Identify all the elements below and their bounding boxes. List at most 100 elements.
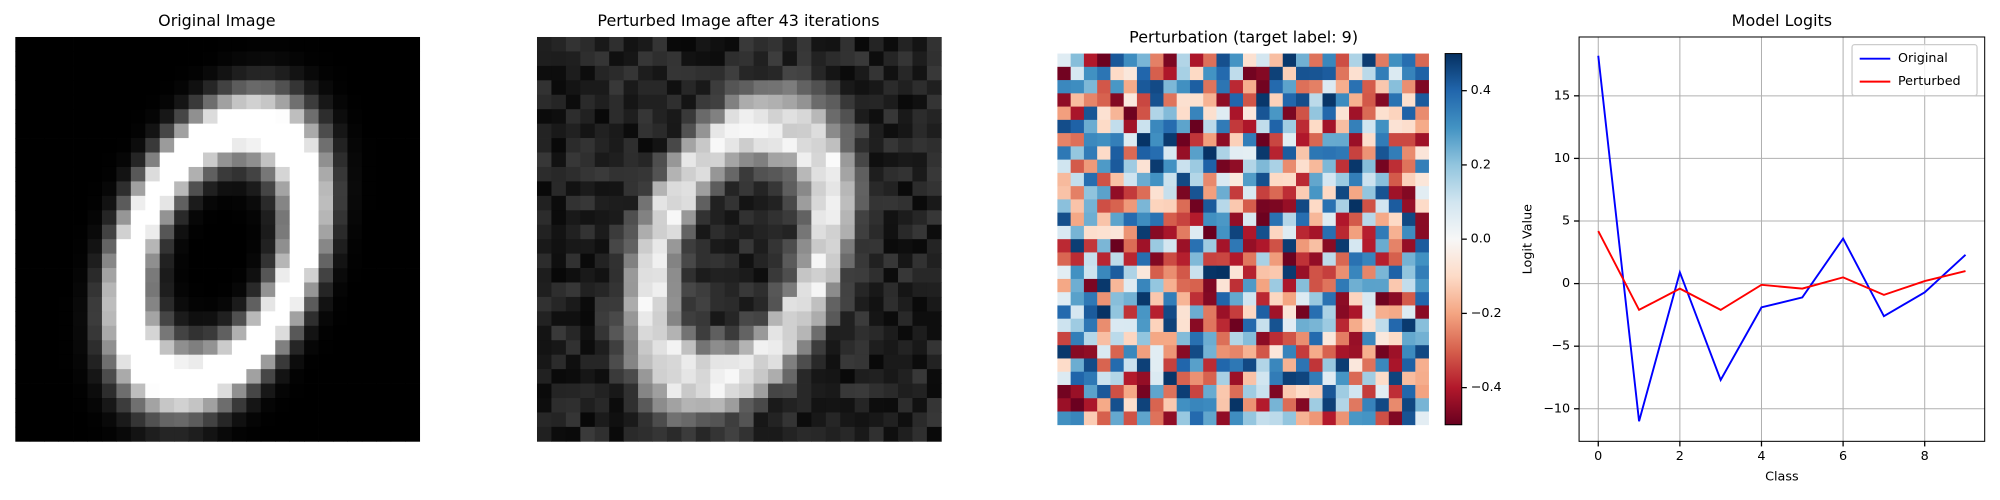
pixel bbox=[768, 94, 783, 110]
pixel bbox=[361, 123, 377, 139]
pixel bbox=[883, 239, 899, 254]
pixel bbox=[623, 109, 639, 125]
pixel bbox=[246, 166, 262, 182]
pixel bbox=[1322, 371, 1337, 386]
pixel bbox=[1349, 239, 1363, 253]
pixel bbox=[739, 36, 754, 52]
pixel bbox=[116, 65, 132, 81]
pixel bbox=[188, 239, 204, 254]
pixel bbox=[376, 123, 392, 139]
pixel bbox=[203, 138, 218, 153]
pixel bbox=[1309, 225, 1323, 240]
pixel bbox=[1110, 159, 1125, 174]
pixel bbox=[304, 36, 319, 52]
legend-label: Original bbox=[1898, 51, 1948, 66]
pixel bbox=[1282, 292, 1297, 306]
pixel bbox=[15, 181, 31, 197]
pixel bbox=[159, 369, 175, 384]
pixel bbox=[1309, 278, 1323, 293]
pixel bbox=[73, 36, 88, 52]
pixel bbox=[332, 253, 348, 269]
pixel bbox=[101, 311, 117, 327]
pixel bbox=[405, 268, 421, 283]
pixel bbox=[1242, 106, 1257, 121]
pixel bbox=[87, 296, 103, 312]
pixel bbox=[130, 36, 146, 52]
pixel bbox=[246, 398, 262, 413]
pixel bbox=[1375, 305, 1390, 320]
pixel bbox=[1097, 318, 1111, 333]
pixel bbox=[1070, 371, 1085, 386]
pixel bbox=[1136, 106, 1151, 121]
pixel bbox=[1136, 133, 1151, 147]
pixel bbox=[101, 36, 117, 52]
pixel bbox=[825, 412, 841, 428]
pixel bbox=[811, 80, 827, 96]
pixel bbox=[1216, 358, 1231, 373]
pixel bbox=[361, 224, 377, 240]
pixel bbox=[840, 36, 856, 52]
pixel bbox=[405, 210, 421, 226]
pixel bbox=[1362, 358, 1376, 373]
pixel bbox=[332, 123, 348, 139]
pixel bbox=[782, 152, 798, 168]
pixel bbox=[1322, 345, 1337, 359]
pixel bbox=[695, 166, 711, 182]
pixel bbox=[609, 412, 625, 428]
pixel bbox=[912, 369, 928, 384]
pixel bbox=[1097, 398, 1111, 412]
pixel bbox=[1322, 212, 1337, 227]
pixel bbox=[332, 268, 348, 283]
pixel bbox=[332, 51, 348, 67]
pixel bbox=[869, 109, 884, 125]
pixel bbox=[1335, 53, 1350, 68]
pixel bbox=[347, 109, 363, 125]
pixel bbox=[1176, 66, 1191, 81]
pixel bbox=[1083, 358, 1098, 373]
pixel bbox=[145, 239, 161, 254]
pixel bbox=[565, 36, 581, 52]
pixel bbox=[840, 181, 856, 197]
pixel bbox=[609, 152, 625, 168]
pixel bbox=[246, 80, 262, 96]
pixel bbox=[565, 94, 581, 110]
pixel bbox=[130, 426, 146, 442]
pixel bbox=[405, 94, 421, 110]
pixel bbox=[231, 210, 247, 226]
pixel bbox=[638, 109, 653, 125]
pixel bbox=[15, 268, 31, 283]
pixel bbox=[203, 412, 218, 428]
pixel bbox=[768, 65, 783, 81]
pixel bbox=[536, 210, 552, 226]
pixel bbox=[594, 51, 610, 67]
pixel bbox=[390, 51, 406, 67]
pixel bbox=[782, 398, 798, 413]
pixel bbox=[1176, 358, 1191, 373]
pixel bbox=[1402, 278, 1416, 293]
pixel bbox=[898, 195, 913, 211]
pixel bbox=[1123, 384, 1138, 399]
pixel bbox=[796, 426, 812, 442]
pixel bbox=[551, 166, 567, 182]
pixel bbox=[203, 296, 218, 312]
pixel bbox=[869, 354, 884, 370]
pixel bbox=[1309, 172, 1323, 187]
pixel bbox=[1375, 278, 1390, 293]
pixel bbox=[1097, 225, 1111, 240]
pixel bbox=[695, 426, 711, 442]
pixel bbox=[638, 152, 653, 168]
pixel bbox=[1309, 106, 1323, 121]
pixel bbox=[1388, 411, 1403, 426]
pixel bbox=[73, 354, 88, 370]
pixel bbox=[681, 36, 697, 52]
pixel bbox=[405, 296, 421, 312]
pixel bbox=[609, 268, 625, 283]
pixel bbox=[825, 354, 841, 370]
pixel bbox=[666, 166, 682, 182]
pixel bbox=[1163, 318, 1178, 333]
pixel bbox=[174, 51, 189, 67]
pixel bbox=[580, 123, 596, 139]
pixel bbox=[739, 311, 754, 327]
pixel bbox=[1163, 278, 1178, 293]
